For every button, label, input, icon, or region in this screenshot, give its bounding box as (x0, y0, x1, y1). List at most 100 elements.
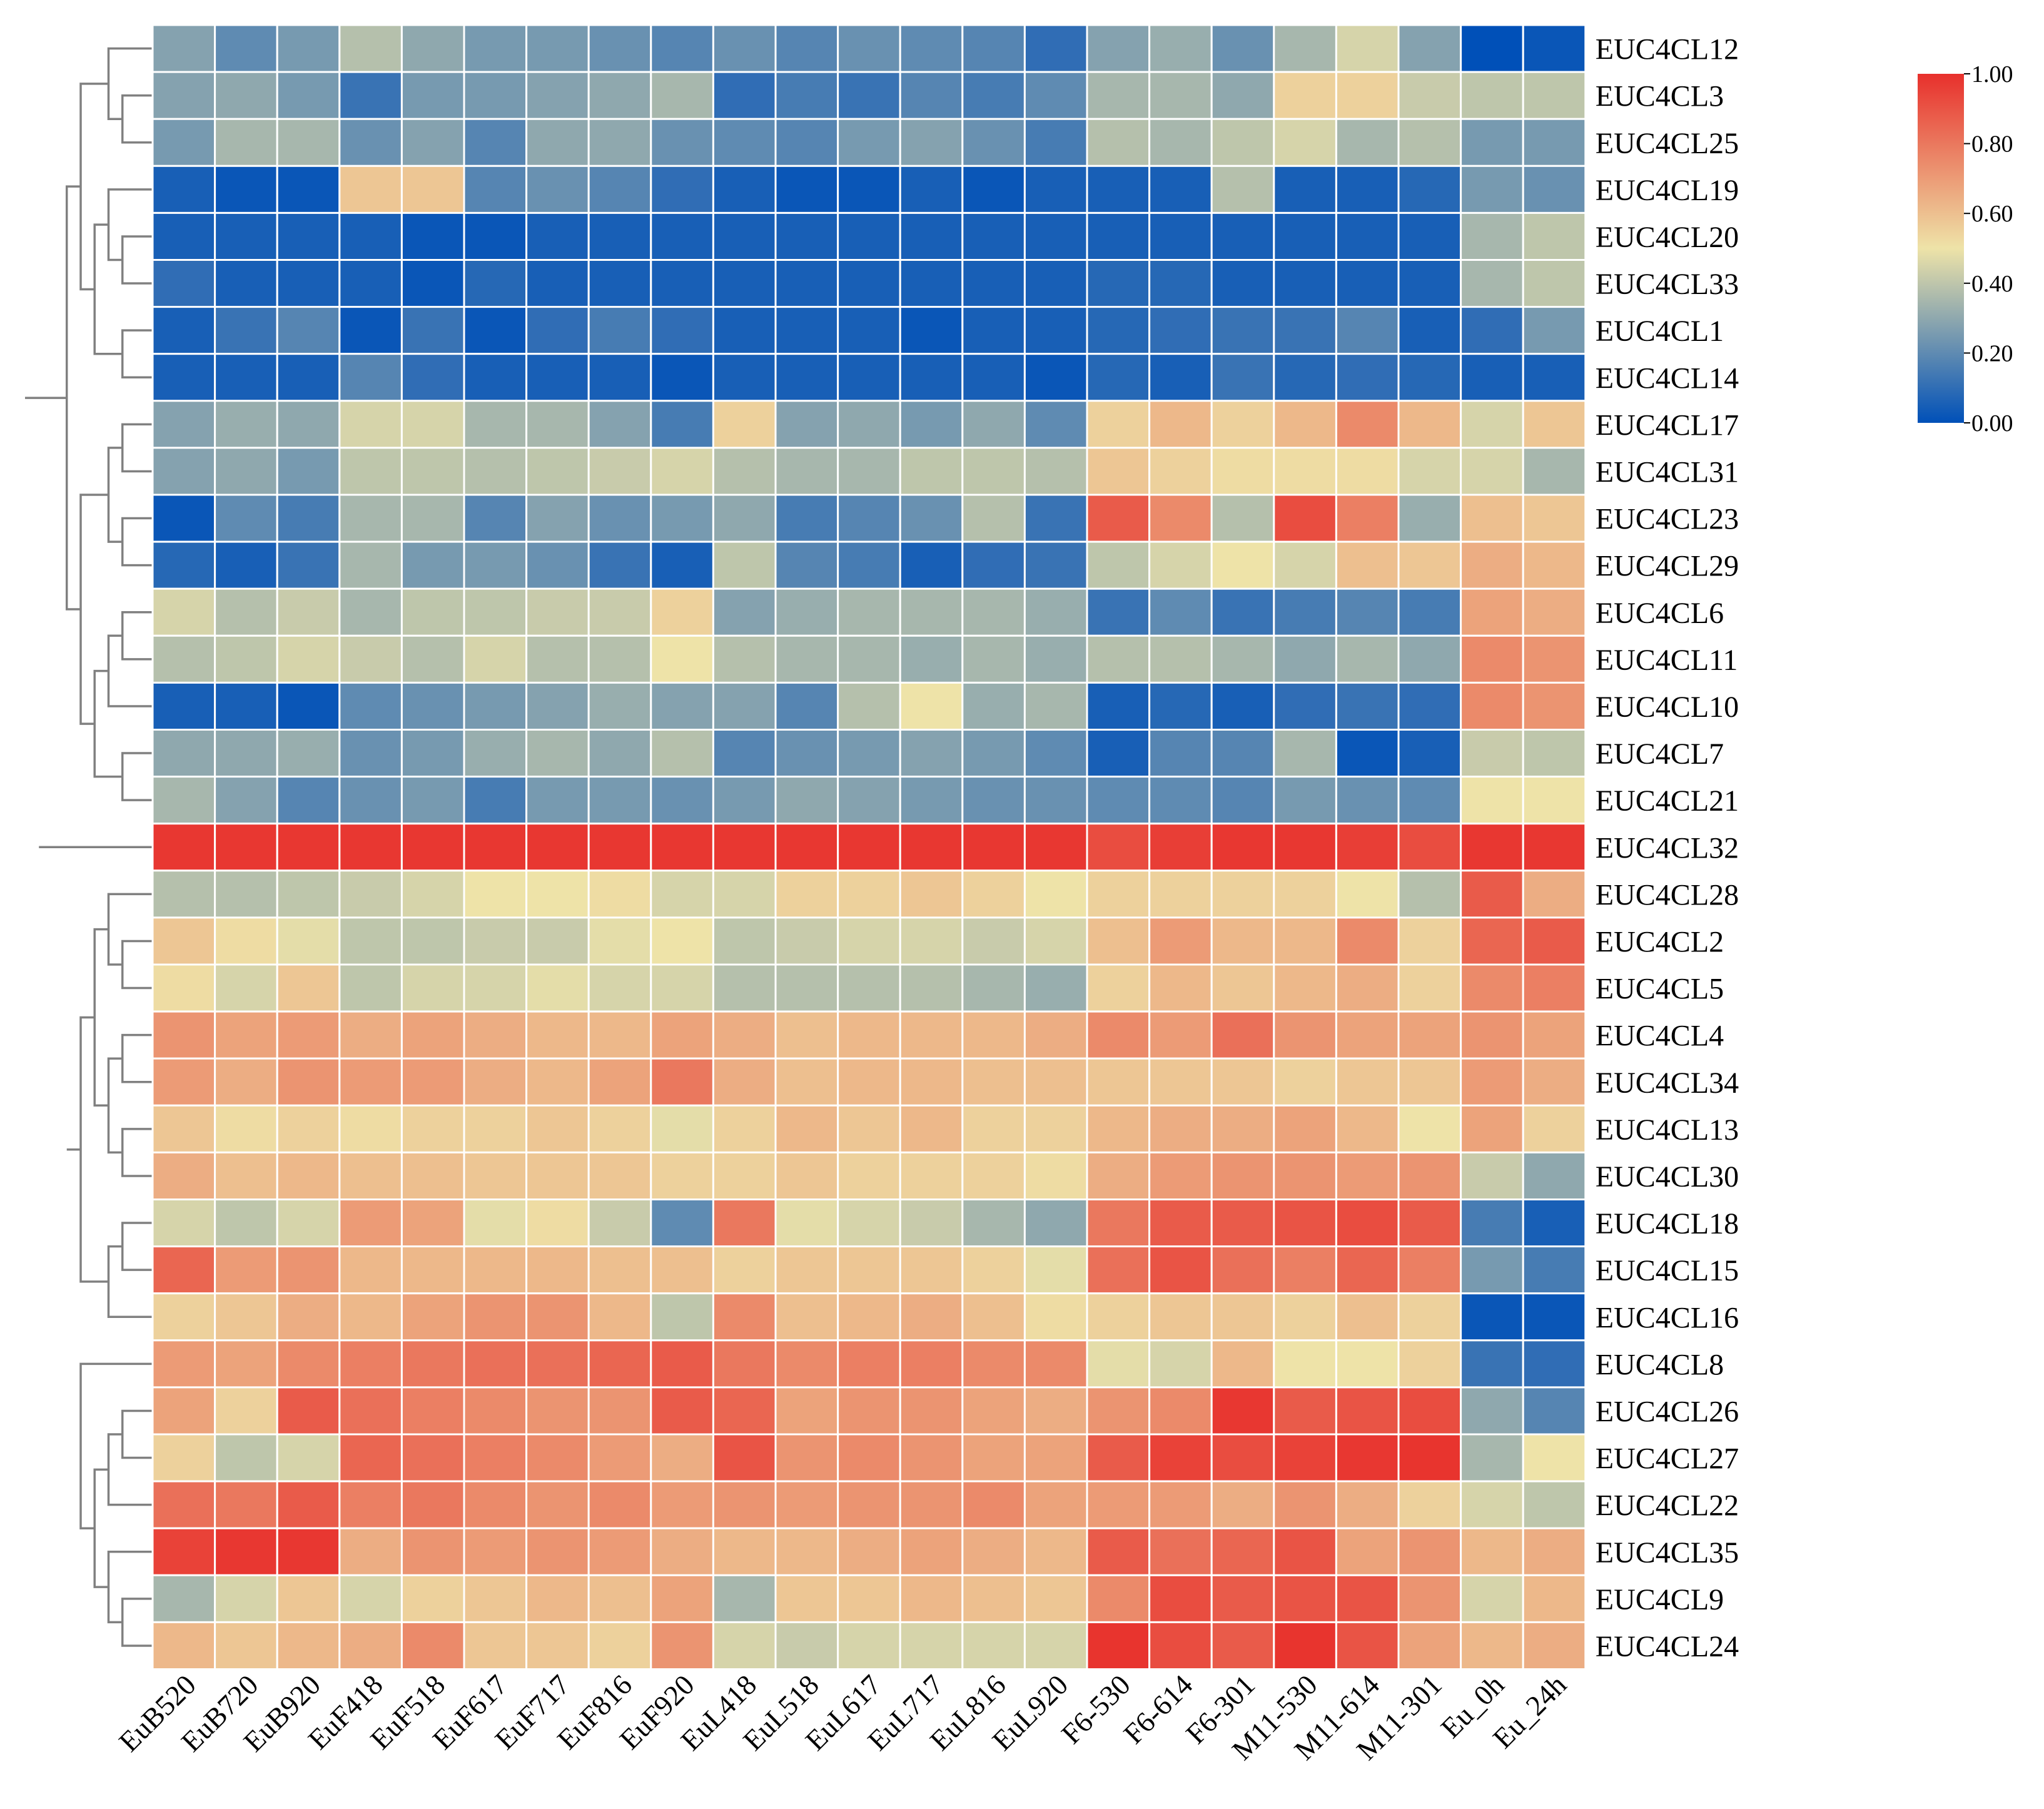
heatmap-cell (276, 963, 341, 1013)
heatmap-cell (1522, 1151, 1587, 1201)
heatmap-cell (961, 963, 1026, 1013)
heatmap-cell (1023, 823, 1088, 872)
heatmap-cell (1086, 1151, 1151, 1201)
heatmap-cell (899, 963, 964, 1013)
heatmap-cell (650, 1010, 714, 1060)
heatmap-cell (1522, 1386, 1587, 1436)
heatmap-cell (837, 1527, 901, 1576)
heatmap-cell (899, 1245, 964, 1295)
heatmap-cell (338, 259, 403, 308)
heatmap-cell (1210, 306, 1275, 355)
heatmap-cell (1397, 400, 1462, 449)
heatmap-cell (463, 1104, 528, 1153)
heatmap-cell (899, 1433, 964, 1482)
heatmap-cell (151, 494, 216, 543)
heatmap-cell (837, 776, 901, 825)
heatmap-cell (650, 1574, 714, 1623)
heatmap-cell (961, 306, 1026, 355)
heatmap-cell (1522, 400, 1587, 449)
heatmap-cell (712, 353, 777, 402)
heatmap-cell (650, 165, 714, 214)
heatmap-cell (463, 71, 528, 120)
heatmap-cell (837, 587, 901, 637)
heatmap-cell (774, 447, 839, 496)
heatmap-cell (214, 1057, 278, 1107)
heatmap-cell (1397, 634, 1462, 684)
heatmap-cell (1148, 447, 1213, 496)
heatmap-cell (774, 400, 839, 449)
row-label: EUC4CL32 (1596, 831, 1739, 864)
heatmap-cell (961, 1198, 1026, 1248)
heatmap-cell (276, 587, 341, 637)
heatmap-cell (1148, 353, 1213, 402)
heatmap-cell (899, 1386, 964, 1436)
heatmap-cell (1148, 1057, 1213, 1107)
heatmap-cell (214, 1245, 278, 1295)
dendrogram-branch (121, 517, 153, 567)
heatmap-cell (525, 729, 590, 778)
heatmap-cell (1522, 1057, 1587, 1107)
heatmap-cell (1522, 494, 1587, 543)
row-label: EUC4CL3 (1596, 80, 1724, 113)
heatmap-cell (1460, 1339, 1524, 1389)
row-label: EUC4CL8 (1596, 1348, 1724, 1381)
heatmap-cell (837, 259, 901, 308)
colorbar: 0.00 0.20 0.40 0.60 0.80 1.00 (1918, 61, 2013, 437)
heatmap-cell (1522, 1245, 1587, 1295)
colorbar-tick-label: 0.20 (1971, 340, 2013, 367)
heatmap-cell (214, 118, 278, 167)
heatmap-cell (1522, 118, 1587, 167)
heatmap-cell (400, 211, 465, 261)
heatmap-cell (463, 165, 528, 214)
heatmap-cell (151, 211, 216, 261)
heatmap-cell (1086, 400, 1151, 449)
heatmap-cell (774, 729, 839, 778)
heatmap-cell (712, 729, 777, 778)
dendrogram-branch (93, 928, 109, 1107)
heatmap-cell (1522, 306, 1587, 355)
heatmap-cell (1210, 24, 1275, 73)
heatmap-cell (1148, 1245, 1213, 1295)
heatmap-cell (650, 916, 714, 966)
heatmap-cell (961, 823, 1026, 872)
heatmap-cell (151, 1057, 216, 1107)
heatmap-cell (1522, 353, 1587, 402)
heatmap-cell (1086, 634, 1151, 684)
dendrogram-branch (121, 329, 153, 378)
heatmap-cell (587, 587, 652, 637)
heatmap-cell (1460, 729, 1524, 778)
heatmap-cell (463, 1527, 528, 1576)
heatmap-cell (1273, 1292, 1337, 1342)
heatmap-cell (961, 729, 1026, 778)
heatmap-cell (712, 118, 777, 167)
heatmap-cell (587, 400, 652, 449)
heatmap-cell (650, 1104, 714, 1153)
heatmap-cell (400, 916, 465, 966)
heatmap-cell (712, 1057, 777, 1107)
heatmap-cell (899, 1104, 964, 1153)
row-label: EUC4CL35 (1596, 1536, 1739, 1569)
heatmap-cell (338, 400, 403, 449)
heatmap-cell (1460, 587, 1524, 637)
heatmap-cell (1148, 1621, 1213, 1670)
heatmap-cell (961, 447, 1026, 496)
heatmap-cell (774, 353, 839, 402)
row-label: EUC4CL31 (1596, 455, 1739, 489)
heatmap-cell (1273, 1480, 1337, 1529)
heatmap-cell (463, 1245, 528, 1295)
heatmap-cell (276, 681, 341, 731)
column-labels: EuB520EuB720EuB920EuF418EuF518EuF617EuF7… (113, 1669, 1572, 1766)
heatmap-cell (1335, 447, 1400, 496)
heatmap-cell (1148, 494, 1213, 543)
row-label: EUC4CL7 (1596, 737, 1724, 771)
heatmap-cell (525, 1104, 590, 1153)
heatmap-cell (525, 776, 590, 825)
heatmap-cell (151, 353, 216, 402)
row-label: EUC4CL9 (1596, 1583, 1724, 1616)
heatmap-cell (214, 353, 278, 402)
heatmap-cell (1460, 1104, 1524, 1153)
heatmap-cell (961, 1574, 1026, 1623)
heatmap-cell (1023, 681, 1088, 731)
heatmap-cell (338, 1574, 403, 1623)
heatmap-cell (712, 1433, 777, 1482)
